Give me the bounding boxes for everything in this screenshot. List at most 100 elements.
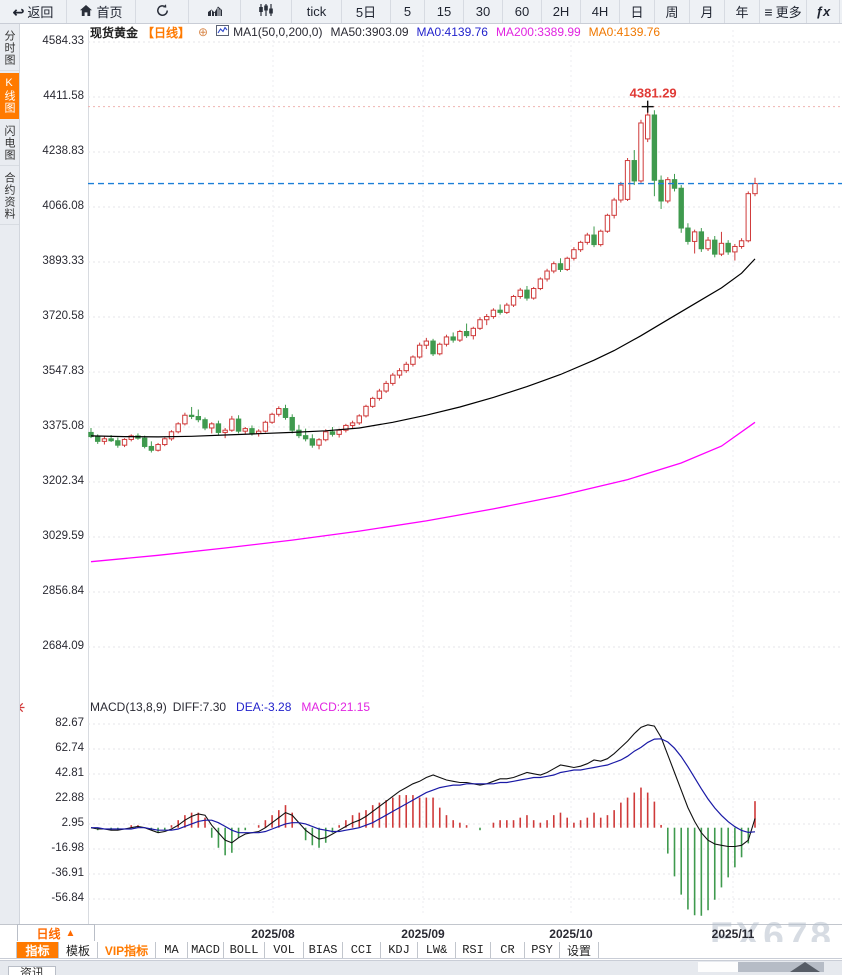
home-button[interactable]: 首页 xyxy=(67,0,136,23)
candle-chart-button[interactable] xyxy=(241,0,292,23)
time-axis-label: 2025/08 xyxy=(251,927,295,941)
bottom-strip xyxy=(0,960,842,975)
area-chart-button[interactable] xyxy=(189,0,241,23)
tab-psy[interactable]: PSY xyxy=(525,942,560,958)
tab-indicators[interactable]: 指标 xyxy=(17,942,59,958)
refresh-icon xyxy=(155,3,170,21)
macd-axis-label: 82.67 xyxy=(55,717,84,729)
ma-params: MA1(50,0,200,0) xyxy=(233,25,323,39)
area-chart-icon xyxy=(207,4,223,20)
period-label: 日线 xyxy=(36,926,61,941)
interval-5min-button[interactable]: 5 xyxy=(391,0,425,23)
mini-chart-icon xyxy=(216,25,230,39)
macd-axis-label: 2.95 xyxy=(61,817,84,829)
ma200-value: MA200:3389.99 xyxy=(495,25,581,39)
interval-month-button[interactable]: 月 xyxy=(690,0,725,23)
chart-header: 现货黄金 【日线】 ⊕ MA1(50,0,200,0) MA50:3903.09… xyxy=(90,25,661,40)
tab-templates[interactable]: 模板 xyxy=(59,942,98,958)
back-button[interactable]: ↩ 返回 xyxy=(0,0,67,23)
macd-axis-label: -36.91 xyxy=(51,867,84,879)
macd-dea-value: DEA:-3.28 xyxy=(236,700,292,714)
macd-header: MACD(13,8,9) DIFF:7.30 DEA:-3.28 MACD:21… xyxy=(90,700,370,714)
price-axis-label: 3547.83 xyxy=(42,365,84,377)
price-axis-line xyxy=(88,30,89,924)
tab-settings[interactable]: 设置 xyxy=(560,942,599,958)
macd-diff-value: DIFF:7.30 xyxy=(172,700,227,714)
time-axis-label: 2025/10 xyxy=(549,927,593,941)
interval-5day-button[interactable]: 5日 xyxy=(342,0,391,23)
horizontal-scrollbar-thumb[interactable] xyxy=(738,962,824,972)
tab-macd[interactable]: MACD xyxy=(188,942,224,958)
time-axis-label: 2025/09 xyxy=(401,927,445,941)
price-axis-label: 4411.58 xyxy=(43,90,84,102)
candlestick-chart[interactable]: 4381.29 xyxy=(88,30,842,700)
interval-2h-button[interactable]: 2H xyxy=(542,0,581,23)
ma0-value-blue: MA0:4139.76 xyxy=(416,25,488,39)
back-label: 返回 xyxy=(27,5,54,20)
macd-axis-label: 62.74 xyxy=(55,742,84,754)
macd-params: MACD(13,8,9) xyxy=(90,700,167,714)
tab-boll[interactable]: BOLL xyxy=(224,942,265,958)
price-axis-label: 2856.84 xyxy=(42,585,84,597)
sidebar-item-lightning[interactable]: 闪电图 xyxy=(0,121,19,166)
price-axis-label: 3375.08 xyxy=(42,420,84,432)
price-axis-label: 4584.33 xyxy=(42,35,84,47)
menu-icon: ≡ xyxy=(764,3,773,20)
chart-type-sidebar: 分时图 K线图 闪电图 合约资料 xyxy=(0,24,20,924)
interval-year-button[interactable]: 年 xyxy=(725,0,760,23)
tab-ma[interactable]: MA xyxy=(156,942,188,958)
price-axis-label: 3202.34 xyxy=(42,475,84,487)
back-arrow-icon: ↩ xyxy=(12,3,25,20)
tab-cr[interactable]: CR xyxy=(491,942,525,958)
tab-vol[interactable]: VOL xyxy=(265,942,304,958)
price-axis-label: 3893.33 xyxy=(42,255,84,267)
sidebar-item-contract-info[interactable]: 合约资料 xyxy=(0,168,19,225)
home-icon xyxy=(79,4,93,20)
candle-chart-icon xyxy=(258,3,274,20)
macd-axis-label: 22.88 xyxy=(55,792,84,804)
interval-tick-button[interactable]: tick xyxy=(292,0,342,23)
tab-lw[interactable]: LW& xyxy=(418,942,456,958)
price-axis-label: 4066.08 xyxy=(42,200,84,212)
add-compare-icon[interactable]: ⊕ xyxy=(198,25,209,39)
tabbar-fill xyxy=(599,942,842,958)
indicator-tab-bar: 指标 模板 VIP指标 MA MACD BOLL VOL BIAS CCI KD… xyxy=(0,942,842,959)
svg-text:4381.29: 4381.29 xyxy=(630,86,677,101)
panel-expand-handle[interactable] xyxy=(790,962,820,972)
tabbar-spacer xyxy=(0,942,17,958)
tab-vip-indicators[interactable]: VIP指标 xyxy=(98,942,156,958)
period-badge: 【日线】 xyxy=(142,25,191,40)
tab-rsi[interactable]: RSI xyxy=(456,942,491,958)
more-button[interactable]: ≡ 更多 xyxy=(760,0,807,23)
macd-axis-label: -16.98 xyxy=(51,842,84,854)
interval-4h-button[interactable]: 4H xyxy=(581,0,620,23)
interval-15min-button[interactable]: 15 xyxy=(425,0,464,23)
macd-bar-value: MACD:21.15 xyxy=(301,700,371,714)
tab-kdj[interactable]: KDJ xyxy=(381,942,418,958)
macd-axis-label: 42.81 xyxy=(55,767,84,779)
tab-bias[interactable]: BIAS xyxy=(304,942,343,958)
interval-week-button[interactable]: 周 xyxy=(655,0,690,23)
macd-chart[interactable] xyxy=(88,706,842,916)
tab-news-partial[interactable]: 资讯 xyxy=(8,966,56,975)
period-selector[interactable]: 日线 ▲ xyxy=(17,924,95,941)
sidebar-item-kline[interactable]: K线图 xyxy=(0,73,19,119)
price-axis-label: 3029.59 xyxy=(42,530,84,542)
sidebar-item-timeshare[interactable]: 分时图 xyxy=(0,26,19,71)
interval-30min-button[interactable]: 30 xyxy=(464,0,503,23)
interval-day-button[interactable]: 日 xyxy=(620,0,655,23)
ma50-value: MA50:3903.09 xyxy=(330,25,409,39)
price-axis-label: 2684.09 xyxy=(42,640,84,652)
formula-button[interactable]: ƒx xyxy=(807,0,840,23)
refresh-button[interactable] xyxy=(136,0,189,23)
symbol-name: 现货黄金 xyxy=(90,25,139,40)
ma0-value-orange: MA0:4139.76 xyxy=(588,25,661,39)
macd-axis-label: -56.84 xyxy=(51,892,84,904)
home-label: 首页 xyxy=(96,5,123,20)
interval-60min-button[interactable]: 60 xyxy=(503,0,542,23)
tab-cci[interactable]: CCI xyxy=(343,942,381,958)
price-axis-label: 3720.58 xyxy=(42,310,84,322)
time-axis-label: 2025/11 xyxy=(711,927,755,941)
price-axis-label: 4238.83 xyxy=(42,145,84,157)
